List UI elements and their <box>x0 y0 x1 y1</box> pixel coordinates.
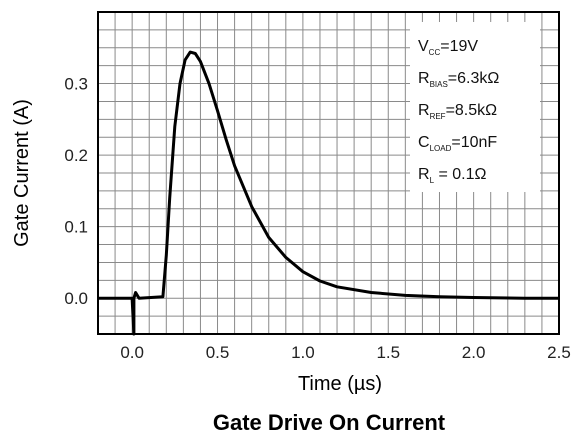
y-tick-label: 0.3 <box>64 75 88 94</box>
gate-current-curve <box>98 50 559 336</box>
x-tick-label: 2.0 <box>462 343 486 362</box>
x-axis-title: Time (µs) <box>298 373 382 395</box>
annotation-line: RBIAS=6.3kΩ <box>418 70 499 89</box>
chart-title: Gate Drive On Current <box>213 410 446 435</box>
curve-layer <box>98 50 559 336</box>
x-tick-label: 0.5 <box>206 343 230 362</box>
x-tick-label: 2.5 <box>547 343 571 362</box>
x-tick-label: 0.0 <box>120 343 144 362</box>
y-tick-label: 0.1 <box>64 218 88 237</box>
annotation-line: VCC=19V <box>418 38 478 57</box>
tick-labels: 0.0 0.5 1.0 1.5 2.0 2.5 0.0 0.1 0.2 0.3 <box>64 75 570 362</box>
x-tick-label: 1.0 <box>291 343 315 362</box>
y-tick-label: 0.2 <box>64 146 88 165</box>
annotation-block: VCC=19V RBIAS=6.3kΩ RREF=8.5kΩ CLOAD=10nF RL… <box>410 22 540 192</box>
annotation-line: CLOAD=10nF <box>418 134 497 153</box>
y-tick-label: 0.0 <box>64 289 88 308</box>
annotation-background <box>410 22 540 192</box>
plot-frame <box>97 11 560 335</box>
x-tick-label: 1.5 <box>376 343 400 362</box>
y-axis-title: Gate Current (A) <box>11 99 33 247</box>
annotation-line: RREF=8.5kΩ <box>418 102 497 121</box>
annotation-line: RL = 0.1Ω <box>418 166 486 185</box>
